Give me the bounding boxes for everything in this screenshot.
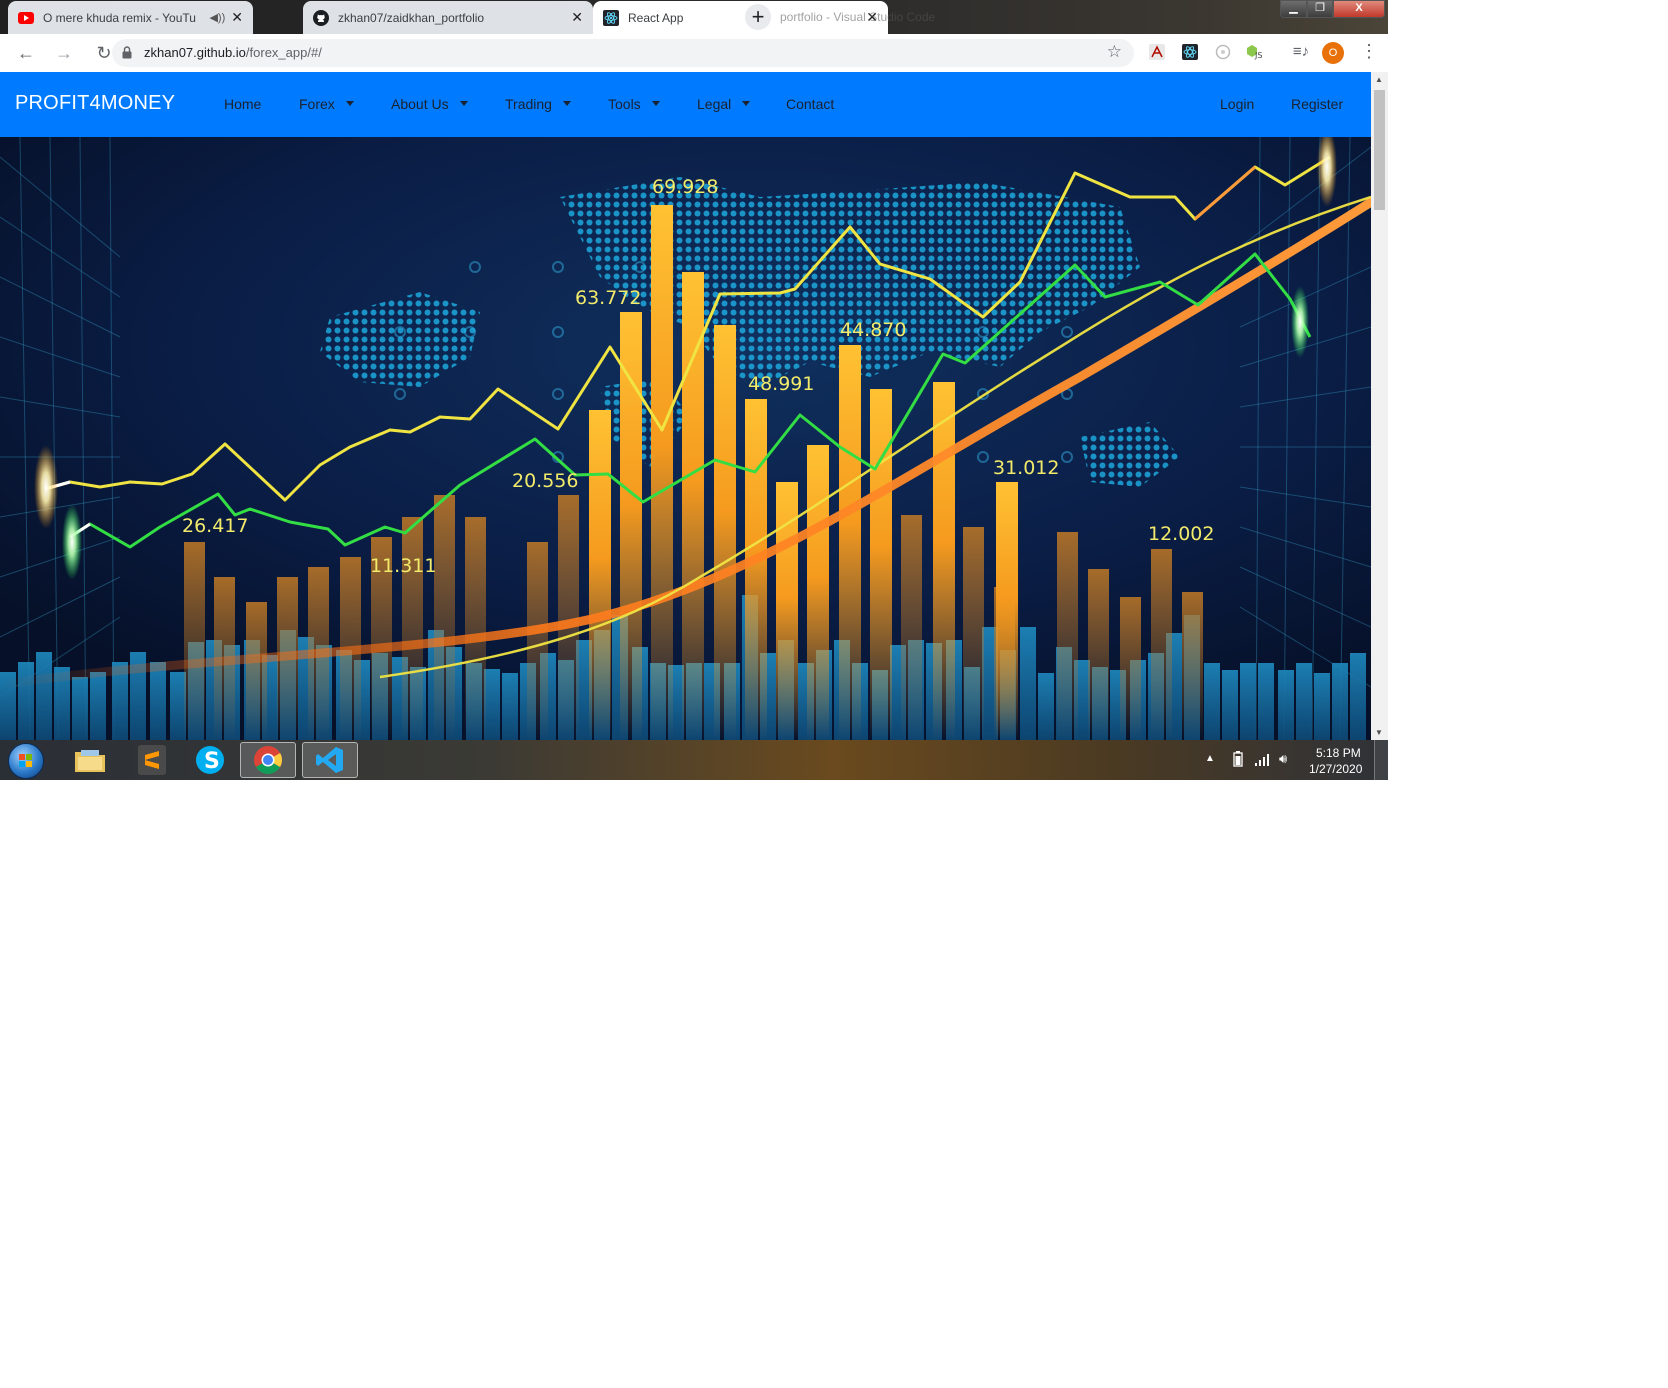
tab-react-app[interactable]: React App ✕: [593, 1, 888, 34]
volume-icon[interactable]: 🔊︎: [1279, 751, 1288, 766]
nav-about-us-dropdown[interactable]: About Us: [391, 96, 468, 112]
forward-arrow-icon[interactable]: →: [55, 43, 73, 63]
address-bar[interactable]: zkhan07.github.io/forex_app/#/ ☆: [112, 39, 1134, 67]
hero-label: 20.556: [512, 470, 578, 492]
nav-forex-dropdown[interactable]: Forex: [299, 96, 354, 112]
nav-label: Contact: [786, 96, 835, 112]
youtube-icon: [18, 10, 34, 26]
react-devtools-icon[interactable]: [1181, 43, 1199, 61]
clock-time[interactable]: 5:18 PM: [1316, 746, 1361, 760]
minimize-button[interactable]: ▁: [1280, 0, 1307, 18]
caret-down-icon: [562, 100, 571, 106]
battery-icon[interactable]: [1233, 751, 1243, 772]
browser-toolbar: ← → ↻ zkhan07.github.io/forex_app/#/ ☆ J…: [0, 34, 1388, 73]
skype-icon[interactable]: S: [182, 742, 238, 778]
nav-label: Trading: [505, 96, 552, 112]
screen: O mere khuda remix - YouTu ◀)) ✕ zkhan07…: [0, 0, 1388, 780]
hero-label: 44.870: [840, 319, 906, 341]
tab-title: zkhan07/zaidkhan_portfolio: [338, 10, 485, 25]
hero-label: 63.772: [575, 287, 641, 309]
lighthouse-icon[interactable]: [1214, 43, 1232, 61]
nav-register[interactable]: Register: [1291, 96, 1343, 112]
vscode-icon[interactable]: [302, 742, 358, 778]
caret-down-icon: [651, 100, 660, 106]
windows-logo-icon: [19, 754, 32, 767]
svg-text:S: S: [204, 749, 220, 774]
caret-down-icon: [345, 100, 354, 106]
web-page: PROFIT4MONEY Home Forex About Us Trading…: [0, 72, 1371, 740]
network-signal-icon[interactable]: [1255, 752, 1271, 771]
nav-label: Forex: [299, 96, 335, 112]
nav-trading-dropdown[interactable]: Trading: [505, 96, 571, 112]
page-scrollbar[interactable]: ▲ ▼: [1371, 72, 1388, 740]
hero-label: 11.311: [370, 555, 436, 577]
browser-menu-icon[interactable]: ⋮: [1360, 41, 1378, 61]
scrollbar-thumb[interactable]: [1374, 90, 1385, 210]
tab-title: React App: [628, 10, 684, 25]
scroll-down-arrow-icon[interactable]: ▼: [1375, 728, 1383, 737]
maximize-button[interactable]: ❐: [1307, 0, 1333, 18]
hero-label: 48.991: [748, 373, 814, 395]
nav-label: Legal: [697, 96, 732, 112]
back-arrow-icon[interactable]: ←: [17, 43, 35, 63]
nav-legal-dropdown[interactable]: Legal: [697, 96, 751, 112]
acrobat-icon[interactable]: [1148, 43, 1166, 61]
caret-down-icon: [459, 100, 468, 106]
url-path: /forex_app/#/: [245, 45, 322, 60]
nav-login[interactable]: Login: [1220, 96, 1254, 112]
github-icon: [313, 9, 329, 26]
nav-label: About Us: [391, 96, 449, 112]
scroll-up-arrow-icon[interactable]: ▲: [1375, 75, 1383, 84]
nav-label: Register: [1291, 96, 1344, 112]
file-explorer-icon[interactable]: [62, 742, 118, 778]
bookmark-star-icon[interactable]: ☆: [1106, 42, 1122, 61]
new-tab-button[interactable]: +: [745, 4, 771, 30]
reload-icon[interactable]: ↻: [96, 43, 112, 63]
close-tab-icon[interactable]: ✕: [231, 9, 243, 25]
close-tab-icon[interactable]: ✕: [866, 9, 878, 25]
show-desktop-button[interactable]: [1374, 740, 1388, 780]
chrome-icon[interactable]: [240, 742, 296, 778]
site-navbar: PROFIT4MONEY Home Forex About Us Trading…: [0, 72, 1371, 137]
nav-home[interactable]: Home: [224, 96, 261, 112]
hero-label: 12.002: [1148, 523, 1214, 545]
nav-tools-dropdown[interactable]: Tools: [608, 96, 660, 112]
tab-github[interactable]: zkhan07/zaidkhan_portfolio ✕: [303, 1, 593, 34]
nav-label: Home: [224, 96, 262, 112]
show-hidden-icons-icon[interactable]: ▲: [1205, 753, 1215, 764]
sublime-text-icon[interactable]: [124, 742, 180, 778]
url-text[interactable]: zkhan07.github.io/forex_app/#/: [144, 45, 322, 60]
tab-youtube[interactable]: O mere khuda remix - YouTu ◀)) ✕: [8, 1, 253, 34]
hero-label: 26.417: [182, 515, 248, 537]
profile-avatar[interactable]: O: [1322, 42, 1344, 64]
hero-label: 69.928: [652, 176, 718, 198]
speaker-icon[interactable]: ◀)): [209, 12, 226, 24]
hero-background-image: 69.928 63.772 44.870 48.991 20.556 26.41…: [0, 137, 1371, 740]
start-button[interactable]: [8, 743, 44, 779]
nav-contact[interactable]: Contact: [786, 96, 834, 112]
media-queue-icon[interactable]: ≡♪: [1292, 42, 1310, 60]
close-tab-icon[interactable]: ✕: [571, 9, 583, 25]
url-host: zkhan07.github.io: [144, 45, 246, 60]
nav-label: Login: [1220, 96, 1255, 112]
windows-taskbar: S ▲ 🔊︎ 5:18 PM 1/27/2020: [0, 740, 1388, 780]
clock-date[interactable]: 1/27/2020: [1309, 762, 1363, 776]
close-window-button[interactable]: X: [1333, 0, 1385, 18]
svg-text:JS: JS: [1254, 51, 1262, 60]
background-window-title: portfolio - Visual Studio Code: [780, 10, 936, 24]
lock-icon[interactable]: [122, 46, 132, 64]
react-icon: [603, 9, 619, 26]
nav-label: Tools: [608, 96, 641, 112]
hero-illustration: 69.928 63.772 44.870 48.991 20.556 26.41…: [0, 137, 1371, 740]
caret-down-icon: [742, 100, 751, 106]
tab-title: O mere khuda remix - YouTu: [43, 10, 196, 25]
hero-label: 31.012: [993, 457, 1059, 479]
tab-strip: O mere khuda remix - YouTu ◀)) ✕ zkhan07…: [0, 0, 1388, 34]
brand-logo[interactable]: PROFIT4MONEY: [15, 92, 176, 114]
nodejs-icon[interactable]: JS: [1246, 43, 1264, 61]
